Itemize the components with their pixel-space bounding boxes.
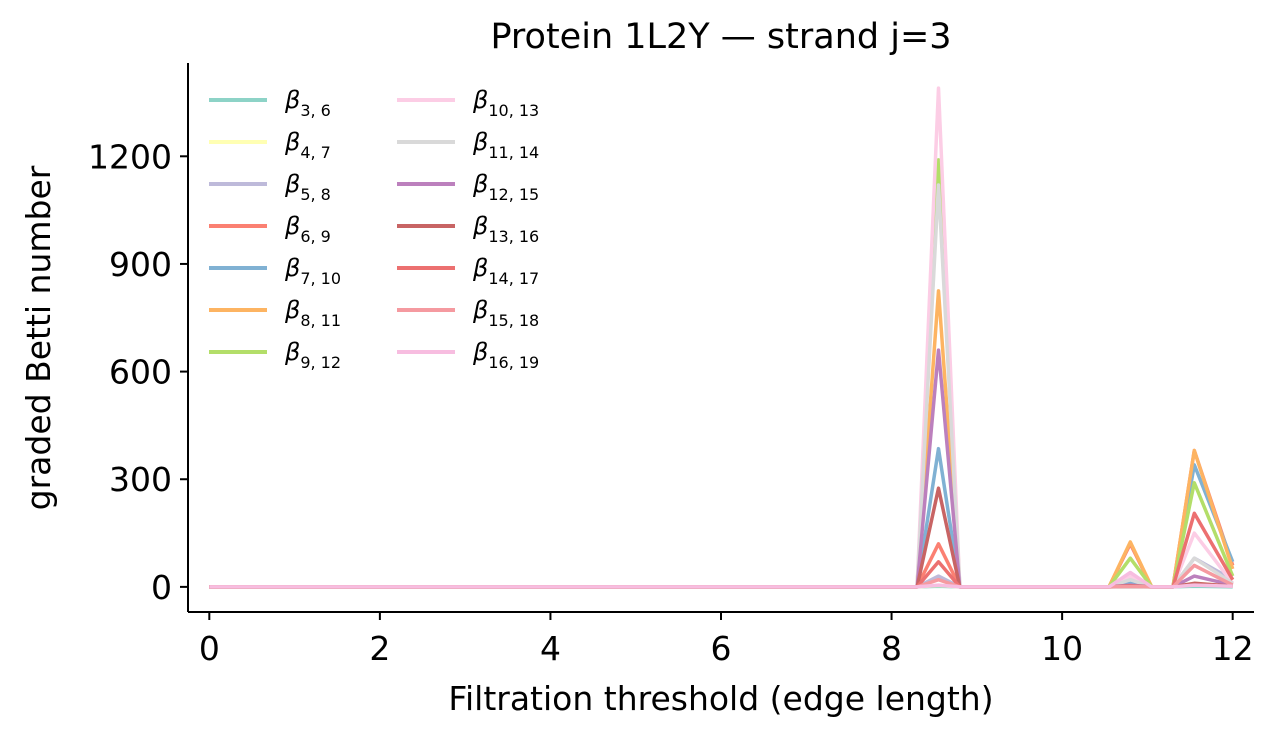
legend-item: β15, 18 [397,296,539,330]
legend-symbol: β [284,296,300,324]
legend-label: β6, 9 [284,212,331,246]
legend-subscript: 11, 14 [488,143,539,162]
legend-subscript: 8, 11 [300,311,341,330]
legend-item: β14, 17 [397,254,539,288]
x-tick-label: 6 [711,629,732,668]
legend-label: β15, 18 [472,296,539,330]
legend-subscript: 4, 7 [300,143,331,162]
series-line-5-8 [209,556,1234,589]
x-tick-label: 4 [540,629,561,668]
legend-item: β9, 12 [209,338,341,372]
legend-symbol: β [472,254,488,282]
legend-item: β4, 7 [209,128,331,162]
legend-label: β3, 6 [284,86,331,120]
legend-subscript: 7, 10 [300,269,341,288]
legend-label: β12, 15 [472,170,539,204]
x-tick-label: 12 [1212,629,1254,668]
legend-subscript: 3, 6 [300,101,331,120]
legend-symbol: β [284,170,300,198]
legend-item: β10, 13 [397,86,539,120]
legend-item: β5, 8 [209,170,331,204]
legend-label: β7, 10 [284,254,341,288]
legend-item: β6, 9 [209,212,331,246]
legend-item: β8, 11 [209,296,341,330]
legend-label: β13, 16 [472,212,539,246]
y-tick-label: 1200 [88,137,172,176]
legend-item: β7, 10 [209,254,341,288]
legend-symbol: β [284,338,300,366]
legend-label: β11, 14 [472,128,539,162]
series-line-14-17 [209,511,1235,589]
legend-subscript: 15, 18 [488,311,539,330]
legend-symbol: β [284,86,300,114]
series-line-7-10 [209,446,1235,589]
legend-label: β16, 19 [472,338,539,372]
x-ticks: 0 2 4 6 8 10 12 [199,612,1254,668]
legend-item: β12, 15 [397,170,539,204]
series-line-13-16 [209,486,1233,589]
x-tick-label: 0 [199,629,220,668]
legend-symbol: β [472,170,488,198]
legend-symbol: β [472,212,488,240]
plot-area [209,86,1235,589]
x-tick-label: 10 [1041,629,1083,668]
legend-subscript: 10, 13 [488,101,539,120]
legend-symbol: β [284,128,300,156]
series-line-10-13 [209,86,1235,589]
series-line-12-15 [209,348,1234,589]
legend-subscript: 16, 19 [488,353,539,372]
legend-subscript: 14, 17 [488,269,539,288]
legend-item: β3, 6 [209,86,331,120]
y-tick-label: 600 [109,353,172,392]
series-line-11-14 [209,183,1234,589]
legend-subscript: 13, 16 [488,227,539,246]
y-axis-label: graded Betti number [19,165,58,510]
legend-item: β13, 16 [397,212,539,246]
legend-symbol: β [472,338,488,366]
legend-symbol: β [472,86,488,114]
legend-label: β9, 12 [284,338,341,372]
legend-label: β14, 17 [472,254,539,288]
legend-subscript: 12, 15 [488,185,539,204]
x-tick-label: 8 [881,629,902,668]
y-tick-label: 0 [151,568,172,607]
series-line-6-9 [209,448,1235,589]
series-line-16-19 [209,570,1233,589]
legend-subscript: 6, 9 [300,227,331,246]
legend-item: β11, 14 [397,128,539,162]
x-tick-label: 2 [369,629,390,668]
legend-label: β10, 13 [472,86,539,120]
legend-subscript: 5, 8 [300,185,331,204]
legend-label: β8, 11 [284,296,341,330]
legend-label: β5, 8 [284,170,331,204]
series-line-15-18 [209,563,1234,589]
chart-title: Protein 1L2Y — strand j=3 [490,17,951,57]
legend-symbol: β [284,254,300,282]
series-line-8-11 [209,289,1235,589]
legend-symbol: β [472,128,488,156]
legend-symbol: β [472,296,488,324]
y-tick-label: 300 [109,460,172,499]
legend-subscript: 9, 12 [300,353,341,372]
y-ticks: 0 300 600 900 1200 [88,137,188,607]
x-axis-label: Filtration threshold (edge length) [448,679,993,718]
legend-item: β16, 19 [397,338,539,372]
y-tick-label: 900 [109,245,172,284]
series-line-9-12 [209,158,1235,589]
legend-symbol: β [284,212,300,240]
legend-label: β4, 7 [284,128,331,162]
